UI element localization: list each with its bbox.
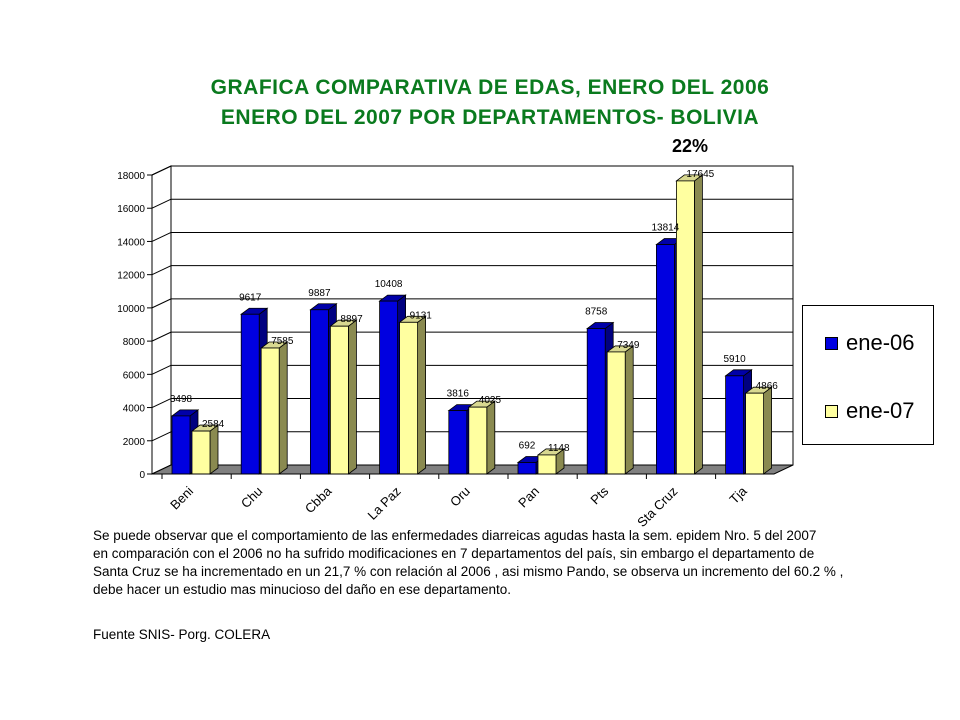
paragraph-line: Santa Cruz se ha incrementado en un 21,7… <box>93 564 844 579</box>
y-tick-label: 4000 <box>123 404 146 415</box>
legend-label-ene-07: ene-07 <box>846 398 915 423</box>
bar-ene-07-side <box>694 174 703 475</box>
data-label-ene-06: 3498 <box>170 394 193 405</box>
data-label-ene-07: 7349 <box>617 340 640 351</box>
bar-ene-07 <box>606 351 626 475</box>
data-label-ene-07: 7585 <box>271 336 294 347</box>
gridline <box>151 331 172 342</box>
x-tick-label: Oru <box>447 484 473 510</box>
gridline <box>151 231 172 242</box>
bar-ene-06 <box>448 410 468 475</box>
y-tick-label: 0 <box>139 470 145 481</box>
chart-title-line2: ENERO DEL 2007 POR DEPARTAMENTOS- BOLIVI… <box>220 106 760 129</box>
data-label-ene-06: 10408 <box>375 279 403 290</box>
bar-ene-07 <box>745 392 764 475</box>
bar-ene-06 <box>240 313 260 475</box>
gridline <box>151 198 172 209</box>
bar-ene-07 <box>329 325 349 475</box>
bar-ene-07-side <box>278 341 288 475</box>
bar-ene-06 <box>171 415 191 475</box>
legend-item-ene-06: ene-06 <box>825 330 915 356</box>
y-tick-label: 16000 <box>117 204 145 215</box>
gridline <box>151 265 172 276</box>
x-tick-label: Tja <box>726 483 750 507</box>
x-tick-label: La Paz <box>364 484 403 523</box>
data-label-ene-07: 4025 <box>479 395 502 406</box>
y-tick-label: 8000 <box>123 337 146 348</box>
bar-ene-07 <box>537 454 557 475</box>
gridline <box>151 364 172 375</box>
bar-ene-07 <box>260 347 280 475</box>
data-label-ene-06: 9887 <box>308 288 331 299</box>
x-tick-label: Chu <box>238 484 265 511</box>
y-tick-label: 14000 <box>117 237 145 248</box>
bar-ene-07-side <box>763 386 772 475</box>
gridline <box>151 398 172 409</box>
data-label-ene-07: 4866 <box>756 381 779 392</box>
bar-ene-07-side <box>624 345 634 475</box>
paragraph-line: debe hacer un estudio mas minucioso del … <box>93 582 512 597</box>
legend-swatch-ene-07 <box>825 404 838 418</box>
x-tick-label: Sta Cruz <box>634 484 680 530</box>
x-tick-label: Cbba <box>302 483 335 516</box>
bar-ene-06 <box>517 462 537 475</box>
data-label-ene-07: 9131 <box>410 310 433 321</box>
y-tick-label: 6000 <box>123 370 146 381</box>
bar-ene-07 <box>468 406 488 475</box>
data-label-ene-07: 8897 <box>340 314 363 325</box>
bar-ene-07-side <box>486 400 496 475</box>
legend-label-ene-06: ene-06 <box>846 330 915 355</box>
bar-ene-07-side <box>417 315 427 475</box>
data-label-ene-07: 2584 <box>202 419 225 430</box>
y-tick-label: 10000 <box>117 304 145 315</box>
percent-annotation: 22% <box>672 136 709 156</box>
source-note: Fuente SNIS- Porg. COLERA <box>93 627 271 642</box>
paragraph-line: en comparación con el 2006 no ha sufrido… <box>93 546 815 561</box>
x-tick-label: Pts <box>587 483 611 507</box>
bar-ene-06 <box>725 375 744 475</box>
bar-ene-07-side <box>347 319 357 475</box>
bar-ene-06 <box>379 300 399 475</box>
data-label-ene-06: 5910 <box>723 354 746 365</box>
data-label-ene-06: 8758 <box>585 307 608 318</box>
gridline <box>151 165 172 176</box>
data-label-ene-07: 1148 <box>548 443 570 454</box>
paragraph-line: Se puede observar que el comportamiento … <box>93 528 817 543</box>
y-tick-label: 2000 <box>123 437 146 448</box>
bar-ene-06 <box>656 244 675 475</box>
plot-side-wall <box>151 165 172 475</box>
gridline <box>151 431 172 442</box>
description-paragraph: Se puede observar que el comportamiento … <box>93 527 953 599</box>
bar-ene-07 <box>399 321 419 475</box>
data-label-ene-06: 9617 <box>239 292 262 303</box>
y-tick-label: 18000 <box>117 171 145 182</box>
legend-item-ene-07: ene-07 <box>825 398 915 424</box>
x-tick-label: Pan <box>515 484 542 511</box>
data-label-ene-07: 17645 <box>686 169 714 180</box>
bar-ene-07 <box>191 430 211 475</box>
data-label-ene-06: 3816 <box>447 389 470 400</box>
bar-ene-06 <box>309 309 329 475</box>
y-tick-label: 12000 <box>117 271 145 282</box>
data-label-ene-06: 13814 <box>651 223 679 234</box>
bar-ene-06 <box>586 328 606 475</box>
chart-title-line1: GRAFICA COMPARATIVA DE EDAS, ENERO DEL 2… <box>210 76 770 99</box>
x-tick-label: Beni <box>167 483 196 512</box>
data-label-ene-06: 692 <box>519 441 536 452</box>
legend-swatch-ene-06 <box>825 336 838 350</box>
bar-ene-07-side <box>209 424 219 475</box>
chart-legend: ene-06 ene-07 <box>802 305 934 445</box>
gridline <box>151 298 172 309</box>
